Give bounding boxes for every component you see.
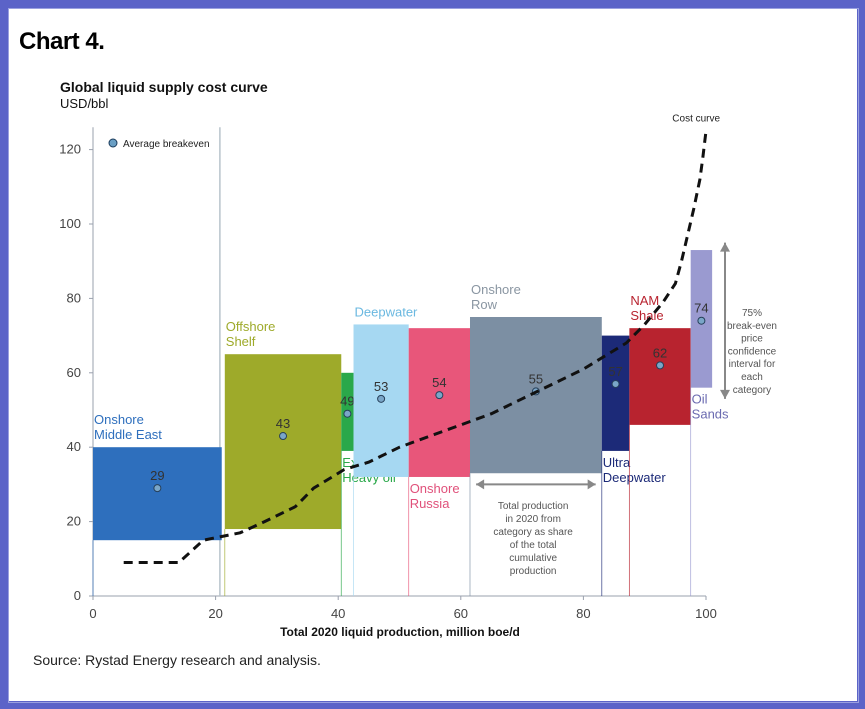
- confidence-arrow-head-top: [720, 242, 731, 252]
- category-name-label: Row: [471, 297, 498, 312]
- category-bar: [601, 335, 630, 451]
- confidence-interval-note: category: [733, 385, 771, 396]
- source-note: Source: Rystad Energy research and analy…: [33, 652, 321, 668]
- cost-curve-line: [123, 130, 708, 564]
- breakeven-value-label: 43: [276, 416, 290, 431]
- breakeven-marker: [377, 394, 386, 403]
- x-tick-label: 60: [454, 606, 468, 621]
- breakeven-marker: [343, 409, 352, 418]
- confidence-interval-note: break-even: [727, 321, 777, 332]
- x-tick-label: 40: [331, 606, 345, 621]
- production-share-note: category as share: [493, 527, 573, 538]
- category-name-label: Russia: [410, 496, 451, 511]
- breakeven-value-label: 53: [374, 379, 388, 394]
- category-name-label: Onshore: [471, 282, 521, 297]
- breakeven-marker: [279, 432, 288, 441]
- x-tick-label: 20: [208, 606, 222, 621]
- confidence-arrow-head-bottom: [720, 389, 731, 399]
- x-axis-label: Total 2020 liquid production, million bo…: [280, 625, 520, 639]
- annotations: Total production in 2020 from category as …: [476, 242, 777, 577]
- y-tick-label: 40: [67, 439, 81, 454]
- category-name-label: Onshore: [94, 412, 144, 427]
- confidence-interval-note: confidence: [728, 346, 777, 357]
- breakeven-value-label: 57: [608, 364, 622, 379]
- y-tick-label: 100: [59, 216, 81, 231]
- category-bar: [93, 447, 222, 541]
- breakeven-value-label: 74: [694, 301, 708, 316]
- production-share-note: of the total: [510, 540, 557, 551]
- production-share-arrow-head-right: [587, 479, 596, 490]
- production-share-arrow-head-left: [476, 479, 485, 490]
- breakeven-marker: [435, 391, 444, 400]
- production-share-note: production: [510, 566, 557, 577]
- y-axis-label: USD/bbl: [60, 96, 109, 111]
- breakeven-value-label: 29: [150, 468, 164, 483]
- confidence-interval-note: price: [741, 334, 763, 345]
- chart-title: Global liquid supply cost curve: [60, 79, 268, 95]
- category-name-label: Ultra: [603, 455, 631, 470]
- confidence-interval-note: each: [741, 372, 763, 383]
- category-name-label: Oil: [692, 392, 708, 407]
- category-name-label: Deepwater: [355, 304, 419, 319]
- confidence-interval-note: 75%: [742, 308, 762, 319]
- production-share-note: in 2020 from: [505, 514, 561, 525]
- breakeven-marker: [697, 316, 706, 325]
- category-name-label: NAM: [630, 293, 659, 308]
- breakeven-marker: [153, 484, 162, 493]
- production-share-note: Total production: [498, 501, 569, 512]
- y-tick-label: 0: [74, 588, 81, 603]
- cost-curve-label: Cost curve: [672, 114, 720, 125]
- category-name-label: Onshore: [410, 481, 460, 496]
- y-tick-label: 60: [67, 365, 81, 380]
- chart-number-label: Chart 4.: [19, 28, 105, 55]
- breakeven-marker: [611, 379, 620, 388]
- axes: 0 20 40 60 80 100 120 0 20 40 60 80 100 Average break…: [59, 127, 717, 621]
- category-bar: [629, 328, 691, 425]
- y-tick-label: 120: [59, 142, 81, 157]
- legend-label: Average breakeven: [123, 139, 210, 150]
- category-name-label: Deepwater: [603, 470, 667, 485]
- production-share-note: cumulative: [509, 553, 557, 564]
- breakeven-value-label: 49: [340, 394, 354, 409]
- x-tick-label: 100: [695, 606, 717, 621]
- x-tick-label: 80: [576, 606, 590, 621]
- category-name-label: Offshore: [226, 319, 276, 334]
- category-name-label: Shelf: [226, 334, 256, 349]
- y-tick-label: 80: [67, 290, 81, 305]
- confidence-interval-note: interval for: [729, 359, 776, 370]
- legend-marker: [108, 138, 118, 148]
- breakeven-value-label: 54: [432, 375, 446, 390]
- category-bar: [408, 328, 470, 477]
- category-bar: [224, 354, 342, 530]
- x-tick-label: 0: [89, 606, 96, 621]
- breakeven-value-label: 62: [653, 345, 667, 360]
- breakeven-value-label: 55: [529, 371, 543, 386]
- inner-border: [8, 8, 859, 703]
- category-name-label: Middle East: [94, 427, 162, 442]
- cost-curve: Cost curve: [123, 114, 721, 564]
- breakeven-marker: [656, 361, 665, 370]
- y-tick-label: 20: [67, 514, 81, 529]
- category-name-label: Sands: [692, 407, 729, 422]
